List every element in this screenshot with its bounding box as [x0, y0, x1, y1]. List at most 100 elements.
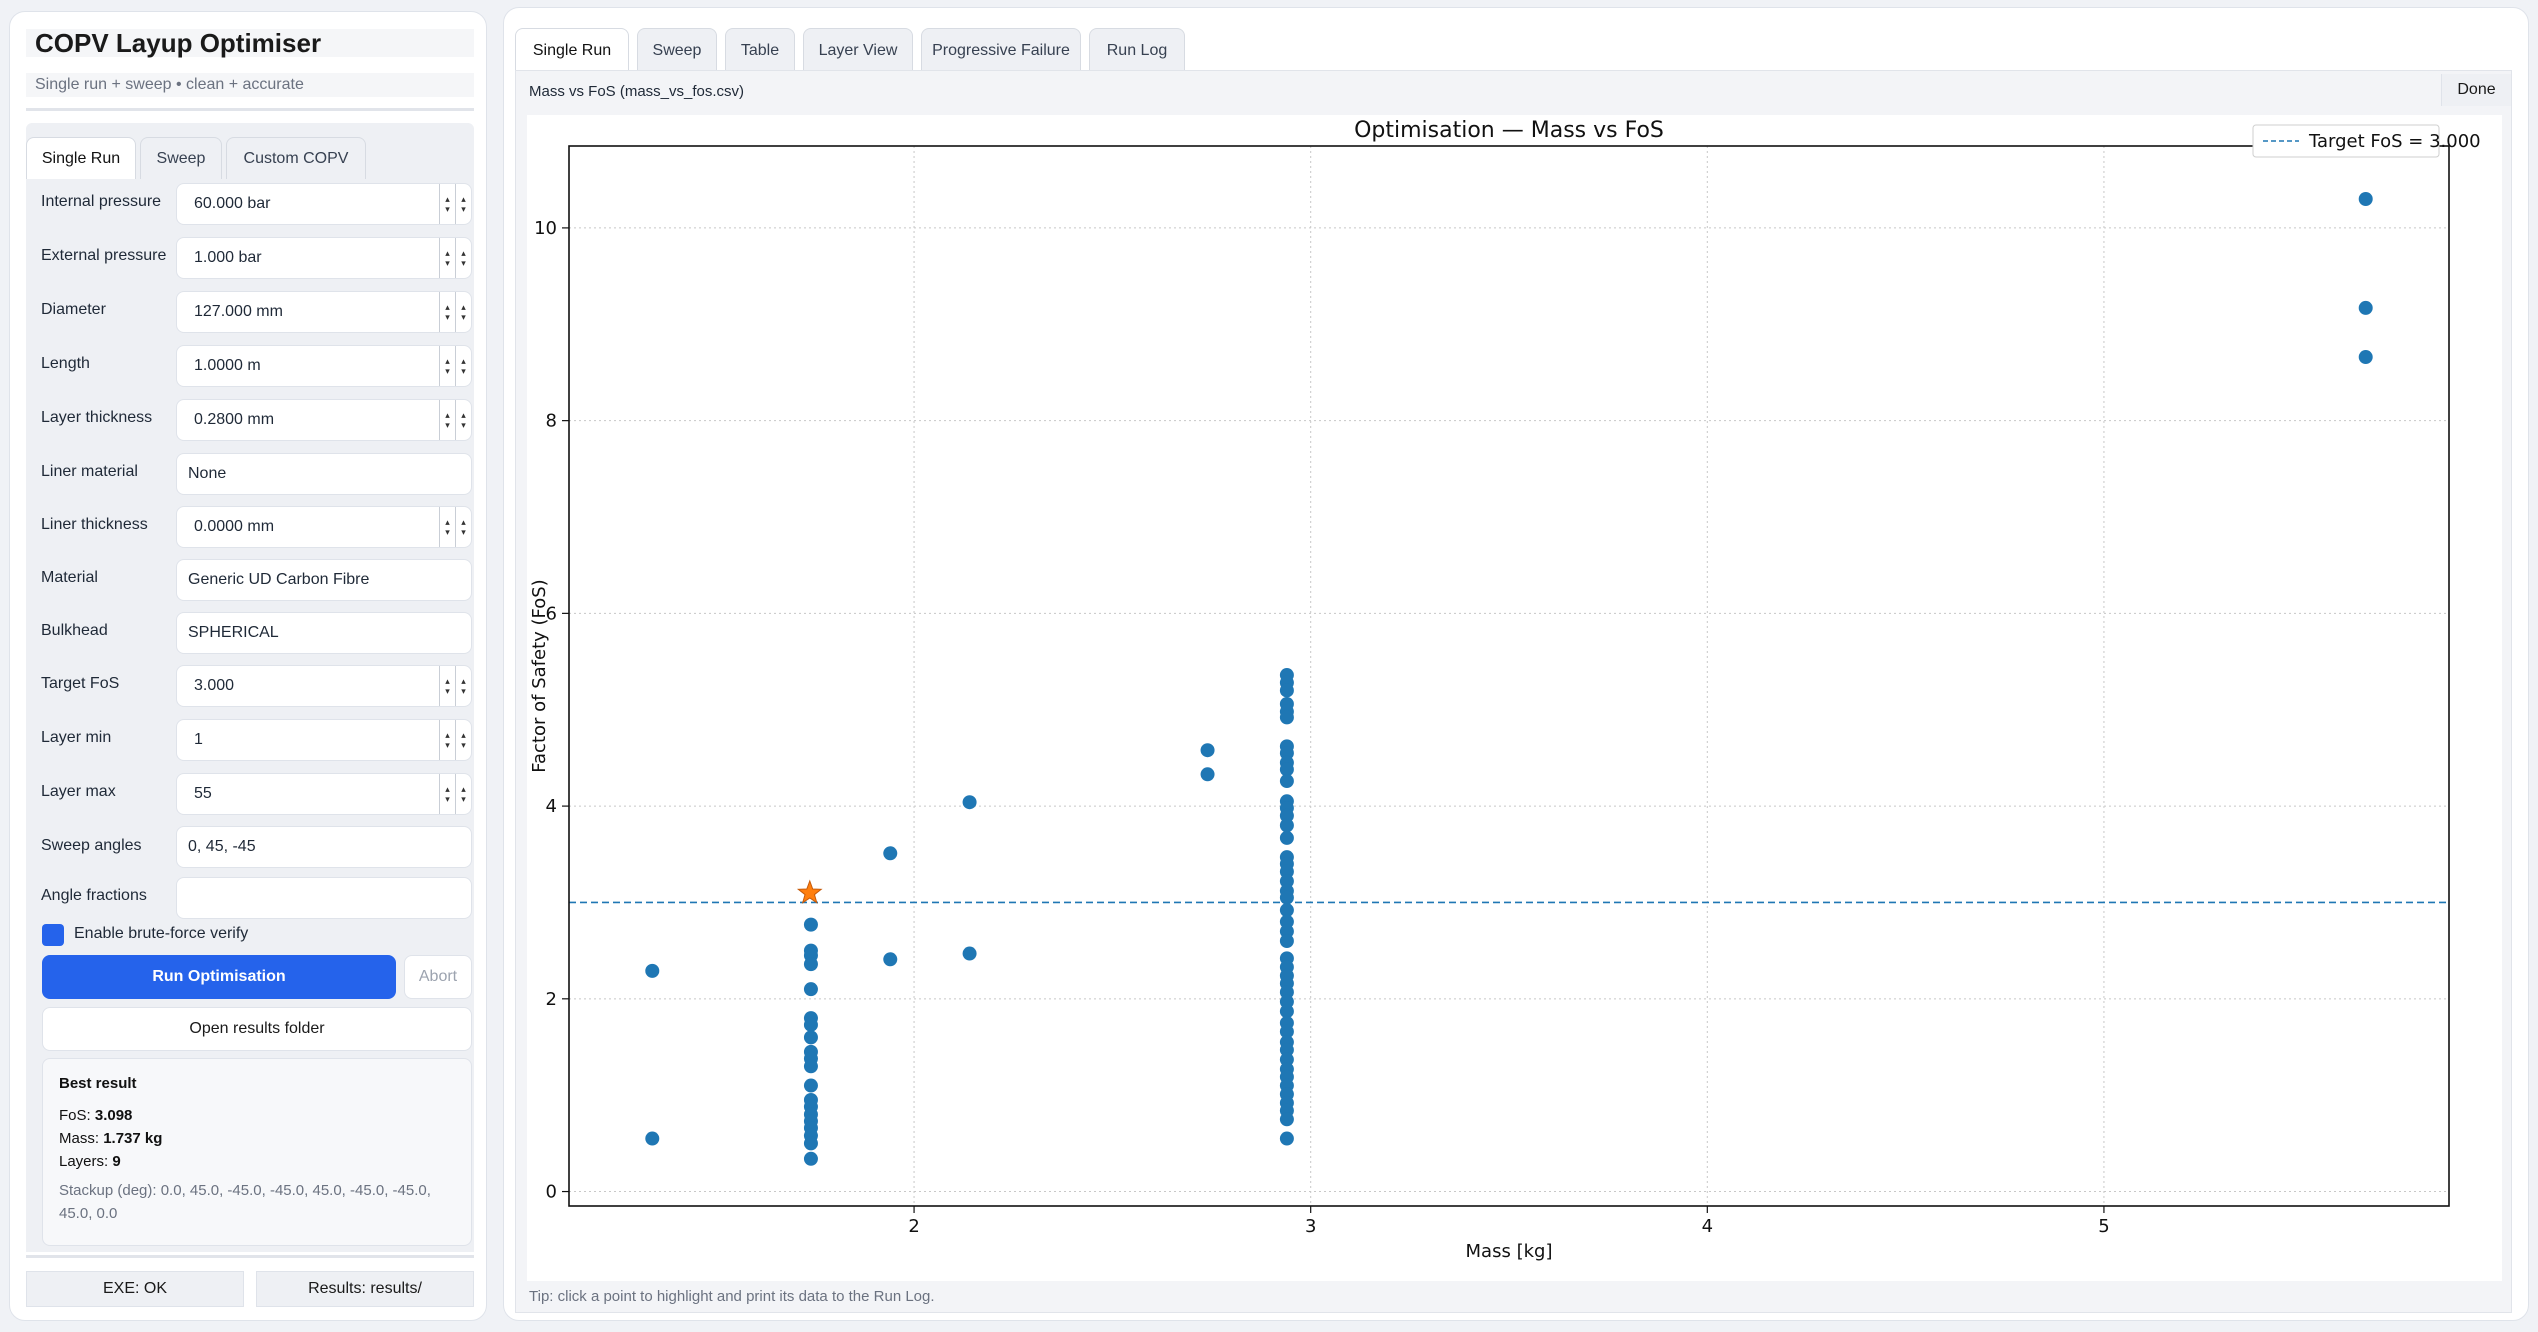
brute-force-checkbox[interactable] [42, 924, 64, 946]
data-point[interactable] [1279, 710, 1294, 725]
increment-arrow-icon[interactable]: ▴ ▾ [455, 238, 471, 278]
data-point[interactable] [883, 952, 898, 967]
best-layers: Layers: 9 [59, 1153, 121, 1170]
exe-status: EXE: OK [26, 1271, 244, 1307]
best-fos: FoS: 3.098 [59, 1107, 132, 1124]
increment-arrow-icon[interactable]: ▴ ▾ [455, 400, 471, 440]
length-input[interactable]: 1.0000 m ▴ ▾ ▴ ▾ [176, 345, 472, 387]
data-point[interactable] [1279, 1112, 1294, 1127]
data-point[interactable] [1279, 1004, 1294, 1019]
tab-single-run[interactable]: Single Run [26, 137, 136, 179]
data-point[interactable] [1200, 767, 1215, 782]
open-results-folder-button[interactable]: Open results folder [42, 1007, 472, 1051]
increment-arrow-icon[interactable]: ▴ ▾ [455, 507, 471, 547]
data-point[interactable] [2358, 300, 2373, 315]
data-point[interactable] [962, 946, 977, 961]
axis-ticks: 2 3 4 5 0 2 4 6 8 10 [534, 218, 2110, 1237]
tab-sweep[interactable]: Sweep [140, 137, 222, 179]
increment-arrow-icon[interactable]: ▴ ▾ [455, 184, 471, 224]
data-point[interactable] [803, 1030, 818, 1045]
data-point[interactable] [1279, 914, 1294, 929]
data-point[interactable] [803, 1059, 818, 1074]
data-point[interactable] [645, 1131, 660, 1146]
plot-canvas: 2 3 4 5 0 2 4 6 8 10 Optimisation — Mass vs FoS M… [527, 115, 2502, 1281]
liner-thickness-value: 0.0000 mm [194, 518, 275, 535]
mass-vs-fos-chart[interactable]: 2 3 4 5 0 2 4 6 8 10 Optimisation — Mass vs FoS M… [527, 115, 2502, 1281]
data-point[interactable] [803, 1017, 818, 1032]
decrement-arrow-icon[interactable]: ▴ ▾ [439, 720, 455, 760]
data-point[interactable] [1279, 762, 1294, 777]
data-point[interactable] [1279, 934, 1294, 948]
data-point[interactable] [1279, 1024, 1294, 1039]
sweep-angles-value: 0, 45, -45 [188, 838, 256, 855]
data-point[interactable] [1279, 864, 1294, 879]
data-point[interactable] [1279, 830, 1294, 845]
data-point[interactable] [1279, 1131, 1294, 1146]
data-point[interactable] [803, 1151, 818, 1166]
sweep-angles-input[interactable]: 0, 45, -45 [176, 826, 472, 868]
bulkhead-select[interactable]: SPHERICAL [176, 612, 472, 654]
data-point[interactable] [2358, 192, 2373, 206]
run-optimisation-button[interactable]: Run Optimisation [42, 955, 396, 999]
data-point[interactable] [1279, 746, 1294, 761]
decrement-arrow-icon[interactable]: ▴ ▾ [439, 292, 455, 332]
data-point[interactable] [1279, 818, 1294, 833]
data-point[interactable] [962, 795, 977, 810]
material-select[interactable]: Generic UD Carbon Fibre [176, 559, 472, 601]
done-button[interactable]: Done [2441, 74, 2511, 106]
increment-arrow-icon[interactable]: ▴ ▾ [455, 346, 471, 386]
data-point[interactable] [1279, 683, 1294, 698]
diameter-input[interactable]: 127.000 mm ▴ ▾ ▴ ▾ [176, 291, 472, 333]
results-path-status: Results: results/ [256, 1271, 474, 1307]
tab-custom-copv[interactable]: Custom COPV [226, 137, 366, 179]
data-point[interactable] [1279, 1052, 1294, 1067]
layer-thickness-input[interactable]: 0.2800 mm ▴ ▾ ▴ ▾ [176, 399, 472, 441]
data-point[interactable] [645, 963, 660, 978]
tab-layer-view[interactable]: Layer View [803, 28, 913, 72]
target-fos-input[interactable]: 3.000 ▴ ▾ ▴ ▾ [176, 665, 472, 707]
data-point[interactable] [2358, 350, 2373, 365]
decrement-arrow-icon[interactable]: ▴ ▾ [439, 400, 455, 440]
angle-fractions-input[interactable] [176, 877, 472, 919]
data-point[interactable] [803, 957, 818, 972]
data-point[interactable] [1279, 985, 1294, 1000]
liner-thickness-input[interactable]: 0.0000 mm ▴ ▾ ▴ ▾ [176, 506, 472, 548]
external-pressure-input[interactable]: 1.000 bar ▴ ▾ ▴ ▾ [176, 237, 472, 279]
decrement-arrow-icon[interactable]: ▴ ▾ [439, 238, 455, 278]
tab-sweep[interactable]: Sweep [637, 28, 717, 72]
decrement-arrow-icon[interactable]: ▴ ▾ [439, 774, 455, 814]
data-point[interactable] [1279, 903, 1294, 918]
data-point[interactable] [1279, 874, 1294, 889]
data-point[interactable] [803, 1136, 818, 1151]
tab-single-run[interactable]: Single Run [515, 28, 629, 72]
tab-run-log[interactable]: Run Log [1089, 28, 1185, 72]
decrement-arrow-icon[interactable]: ▴ ▾ [439, 507, 455, 547]
data-point[interactable] [1279, 924, 1294, 939]
data-point[interactable] [1279, 994, 1294, 1009]
internal-pressure-input[interactable]: 60.000 bar ▴ ▾ ▴ ▾ [176, 183, 472, 225]
data-point[interactable] [803, 917, 818, 932]
data-point[interactable] [1279, 808, 1294, 823]
increment-arrow-icon[interactable]: ▴ ▾ [455, 774, 471, 814]
data-point[interactable] [1279, 1042, 1294, 1057]
data-point[interactable] [1279, 774, 1294, 789]
decrement-arrow-icon[interactable]: ▴ ▾ [439, 666, 455, 706]
increment-arrow-icon[interactable]: ▴ ▾ [455, 666, 471, 706]
layer-min-input[interactable]: 1 ▴ ▾ ▴ ▾ [176, 719, 472, 761]
layer-max-input[interactable]: 55 ▴ ▾ ▴ ▾ [176, 773, 472, 815]
increment-arrow-icon[interactable]: ▴ ▾ [455, 720, 471, 760]
data-point[interactable] [1279, 890, 1294, 905]
liner-material-select[interactable]: None [176, 453, 472, 495]
tab-progressive-failure[interactable]: Progressive Failure [921, 28, 1081, 72]
data-point[interactable] [803, 982, 818, 997]
decrement-arrow-icon[interactable]: ▴ ▾ [439, 184, 455, 224]
abort-button[interactable]: Abort [404, 955, 472, 999]
data-point[interactable] [1200, 743, 1215, 758]
decrement-arrow-icon[interactable]: ▴ ▾ [439, 346, 455, 386]
data-point[interactable] [883, 846, 898, 861]
sidebar: COPV Layup Optimiser Single run + sweep … [9, 11, 487, 1321]
tab-table[interactable]: Table [725, 28, 795, 72]
data-point[interactable] [803, 1078, 818, 1093]
increment-arrow-icon[interactable]: ▴ ▾ [455, 292, 471, 332]
best-result-star-icon[interactable] [796, 879, 823, 904]
